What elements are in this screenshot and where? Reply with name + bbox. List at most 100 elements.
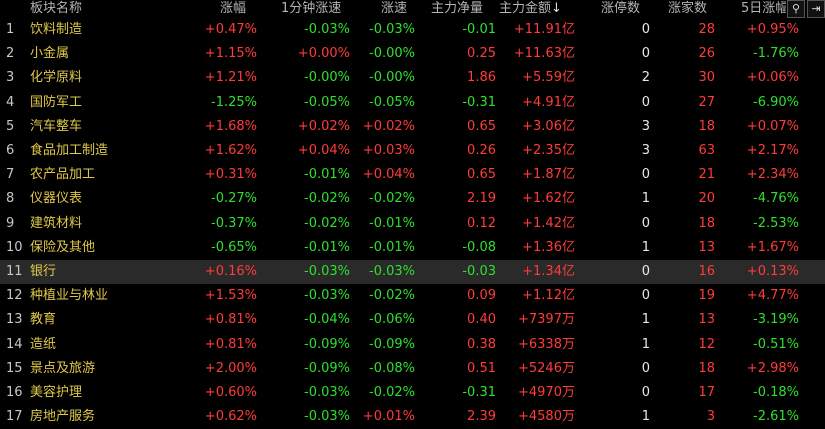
table-row[interactable]: 11 银行 +0.16% -0.03% -0.03% -0.03 0 16 +0.13% +1.3… — [0, 260, 825, 284]
row-sector-name: 建筑材料 — [30, 215, 83, 231]
table-row[interactable]: 16 美容护理 +0.60% -0.03% -0.02% -0.31 0 17 -0.18% +4… — [0, 381, 825, 405]
row-amount-unit: 亿 — [561, 288, 575, 304]
table-row[interactable]: 2 小金属 +1.15% +0.00% -0.00% 0.25 0 26 -1.76% +11.6… — [0, 42, 825, 66]
header-amount[interactable]: 主力金额↓ — [499, 0, 562, 18]
row-amount-unit: 万 — [561, 385, 575, 400]
row-amount: +4970万 — [518, 381, 575, 405]
table-row[interactable]: 15 景点及旅游 +2.00% -0.09% -0.08% 0.51 0 18 +2.98% +5… — [0, 357, 825, 381]
row-change: +0.62% — [204, 409, 257, 425]
row-upcount: 27 — [698, 94, 715, 110]
header-speed[interactable]: 涨速 — [381, 1, 408, 16]
table-row[interactable]: 7 农产品加工 +0.31% -0.01% +0.04% 0.65 0 21 +2.34% +1.… — [0, 163, 825, 187]
row-net: 2.19 — [467, 191, 496, 207]
row-speed1m: +0.00% — [297, 46, 350, 62]
table-row[interactable]: 1 饮料制造 +0.47% -0.03% -0.03% -0.01 0 28 +0.95% +11… — [0, 18, 825, 42]
row-amount: +11.91亿 — [514, 18, 575, 42]
row-amount-unit: 亿 — [561, 167, 575, 183]
row-speed1m: -0.09% — [304, 360, 350, 376]
row-amount-value: +3.06 — [522, 118, 562, 134]
row-speed: -0.06% — [369, 312, 415, 328]
header-net[interactable]: 主力净量 — [431, 1, 484, 16]
header-speed1m[interactable]: 1分钟涨速 — [281, 1, 342, 16]
row-amount-unit: 万 — [561, 312, 575, 328]
row-sector-name: 景点及旅游 — [30, 360, 96, 376]
row-limitup: 1 — [641, 312, 650, 328]
row-sector-name: 种植业与林业 — [30, 288, 109, 304]
row-net: -0.01 — [462, 22, 496, 37]
table-row[interactable]: 6 食品加工制造 +1.62% +0.04% +0.03% 0.26 3 63 +2.17% +2… — [0, 139, 825, 163]
row-amount: +1.87亿 — [522, 163, 575, 187]
row-amount: +1.12亿 — [522, 284, 575, 308]
row-amount-value: +1.62 — [522, 191, 562, 207]
table-row[interactable]: 8 仪器仪表 -0.27% -0.02% -0.02% 2.19 1 20 -4.76% +1.6… — [0, 187, 825, 211]
row-change: -0.37% — [211, 215, 257, 231]
exit-icon[interactable]: ⇥ — [807, 0, 825, 18]
row-amount: +3.06亿 — [522, 115, 575, 139]
row-speed1m: -0.03% — [304, 22, 350, 37]
row-change: +0.60% — [204, 385, 257, 400]
row-speed: -0.03% — [369, 264, 415, 279]
row-five-day: +0.95% — [746, 22, 799, 37]
row-sector-name: 保险及其他 — [30, 239, 96, 255]
row-amount-unit: 万 — [561, 409, 575, 425]
table-row[interactable]: 14 造纸 +0.81% -0.09% -0.09% 0.38 1 12 -0.51% +6338… — [0, 333, 825, 357]
row-sector-name: 化学原料 — [30, 70, 83, 86]
row-amount-value: +4.91 — [522, 94, 562, 110]
row-index: 10 — [6, 239, 23, 255]
row-amount-unit: 亿 — [561, 118, 575, 134]
row-speed: -0.02% — [369, 288, 415, 304]
row-speed1m: -0.00% — [304, 70, 350, 86]
row-upcount: 17 — [698, 385, 715, 400]
header-change[interactable]: 涨幅 — [220, 1, 247, 16]
row-five-day: +0.13% — [746, 264, 799, 279]
row-five-day: -6.90% — [753, 94, 799, 110]
row-amount: +1.36亿 — [522, 236, 575, 260]
row-amount: +4580万 — [518, 405, 575, 429]
table-row[interactable]: 3 化学原料 +1.21% -0.00% -0.00% 1.86 2 30 +0.06% +5.5… — [0, 66, 825, 90]
row-speed1m: -0.01% — [304, 239, 350, 255]
row-sector-name: 食品加工制造 — [30, 143, 109, 158]
table-row[interactable]: 12 种植业与林业 +1.53% -0.03% -0.02% 0.09 0 19 +4.77% +… — [0, 284, 825, 308]
row-limitup: 0 — [641, 385, 650, 400]
row-five-day: -2.61% — [753, 409, 799, 425]
row-speed1m: -0.05% — [304, 94, 350, 110]
row-amount-unit: 亿 — [561, 22, 575, 37]
table-row[interactable]: 10 保险及其他 -0.65% -0.01% -0.01% -0.08 1 13 +1.67% +… — [0, 236, 825, 260]
row-sector-name: 国防军工 — [30, 94, 83, 110]
row-speed1m: -0.03% — [304, 288, 350, 304]
header-upcount[interactable]: 涨家数 — [668, 1, 708, 16]
table-row[interactable]: 13 教育 +0.81% -0.04% -0.06% 0.40 1 13 -3.19% +7397… — [0, 308, 825, 332]
table-row[interactable]: 9 建筑材料 -0.37% -0.02% -0.01% 0.12 0 18 -2.53% +1.4… — [0, 212, 825, 236]
table-row[interactable]: 4 国防军工 -1.25% -0.05% -0.05% -0.31 0 27 -6.90% +4.… — [0, 91, 825, 115]
row-amount-value: +5.59 — [522, 70, 562, 86]
row-amount-value: +11.63 — [513, 46, 562, 62]
row-index: 13 — [6, 312, 23, 328]
row-speed1m: -0.03% — [304, 409, 350, 425]
header-limitup[interactable]: 涨停数 — [601, 1, 641, 16]
row-index: 14 — [6, 336, 23, 352]
row-amount-value: +2.35 — [522, 143, 562, 158]
table-row[interactable]: 5 汽车整车 +1.68% +0.02% +0.02% 0.65 3 18 +0.07% +3.0… — [0, 115, 825, 139]
row-amount-unit: 亿 — [561, 239, 575, 255]
row-speed: -0.01% — [369, 239, 415, 255]
row-net: 0.09 — [467, 288, 496, 304]
row-sector-name: 饮料制造 — [30, 22, 83, 37]
table-row[interactable]: 17 房地产服务 +0.62% -0.03% +0.01% 2.39 1 3 -2.61% +45… — [0, 405, 825, 429]
row-change: -0.65% — [211, 239, 257, 255]
header-name[interactable]: 板块名称 — [30, 1, 83, 16]
row-index: 9 — [6, 215, 15, 231]
header-five-day[interactable]: 5日涨幅 — [741, 1, 786, 16]
search-icon[interactable]: ⚲ — [787, 0, 805, 18]
row-amount: +1.42亿 — [522, 212, 575, 236]
row-change: +0.81% — [204, 336, 257, 352]
row-index: 3 — [6, 70, 15, 86]
row-index: 17 — [6, 409, 23, 425]
row-net: 0.38 — [467, 336, 496, 352]
row-five-day: +1.67% — [746, 239, 799, 255]
header-amount-label: 主力金额 — [499, 1, 552, 16]
row-amount: +1.34亿 — [522, 260, 575, 284]
row-five-day: +2.17% — [746, 143, 799, 158]
row-sector-name: 仪器仪表 — [30, 191, 83, 207]
row-upcount: 18 — [698, 215, 715, 231]
row-net: 0.40 — [467, 312, 496, 328]
